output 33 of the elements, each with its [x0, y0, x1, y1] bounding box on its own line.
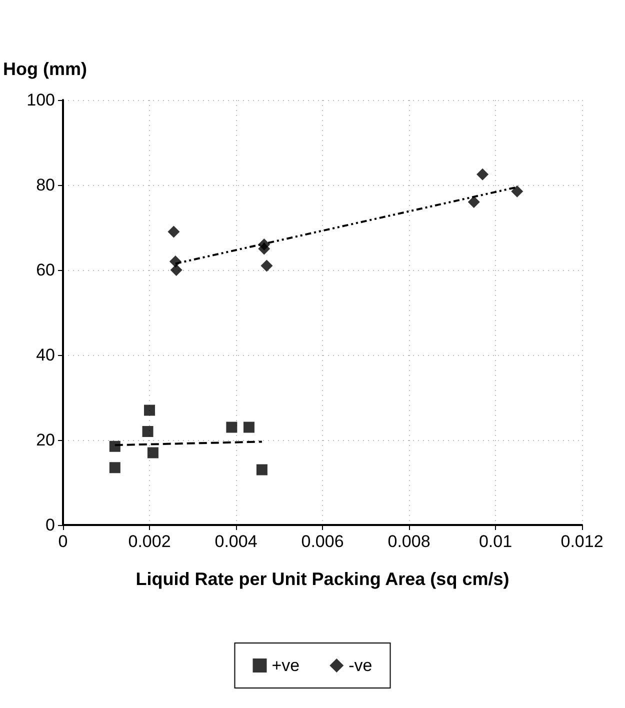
x-tick-label: 0.008: [388, 532, 430, 551]
point: [147, 447, 158, 458]
x-tick-label: 0.006: [301, 532, 344, 551]
x-tick-label: 0: [58, 532, 68, 551]
x-tick-label: 0.004: [214, 532, 258, 551]
point: [226, 422, 238, 433]
y-tick-label: 40: [36, 346, 55, 364]
y-tick-label: 60: [36, 260, 55, 280]
x-tick-label: 0.01: [478, 532, 512, 551]
point: [256, 464, 268, 476]
y-axis-title: Hog (mm): [3, 59, 87, 79]
x-tick-label: 0.012: [560, 532, 604, 551]
x-tick-label: 0.002: [128, 532, 171, 551]
point: [109, 462, 120, 474]
point: [109, 440, 120, 452]
point: [142, 426, 154, 437]
point: [476, 168, 489, 180]
y-tick-label: 20: [36, 430, 55, 450]
legend-label: -ve: [348, 656, 372, 675]
point: [468, 196, 480, 208]
point: [144, 404, 155, 416]
point: [169, 256, 182, 268]
y-tick-label: 0: [46, 516, 55, 534]
point: [243, 422, 254, 433]
legend-label: +ve: [272, 656, 300, 675]
point: [258, 242, 270, 255]
point: [260, 260, 273, 272]
y-tick-label: 100: [26, 90, 55, 110]
x-axis-title: Liquid Rate per Unit Packing Area (sq cm/s): [136, 569, 510, 589]
point: [170, 264, 182, 276]
y-tick-label: 80: [36, 176, 55, 194]
point: [168, 226, 180, 238]
point: [511, 185, 524, 198]
